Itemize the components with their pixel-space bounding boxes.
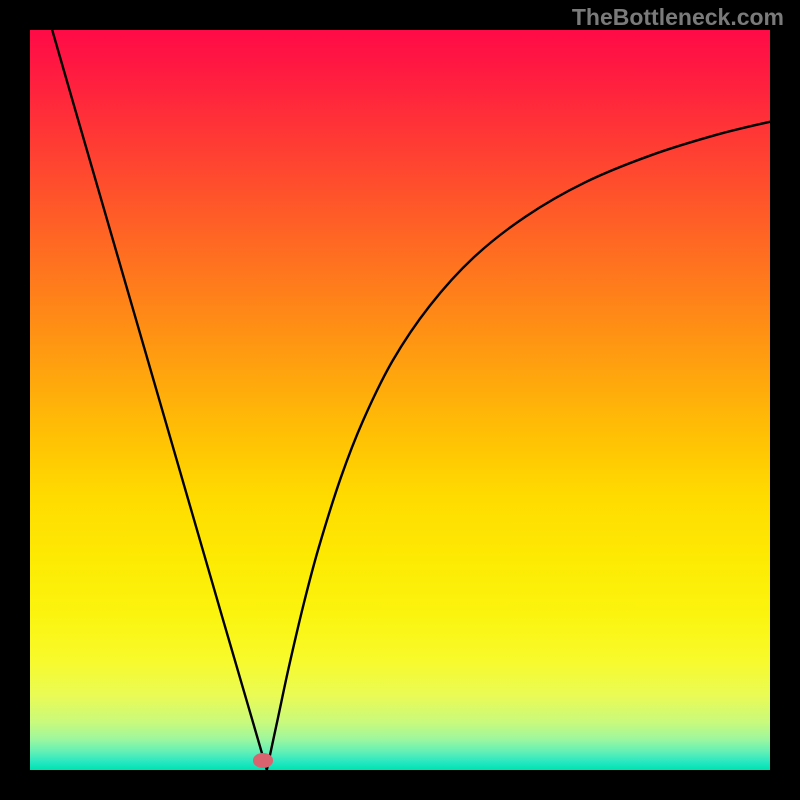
curve-left-branch: [52, 30, 267, 770]
curve-layer: [30, 30, 770, 770]
watermark-text: TheBottleneck.com: [572, 4, 784, 31]
plot-area: [30, 30, 770, 770]
chart-container: TheBottleneck.com: [0, 0, 800, 800]
curve-right-branch: [267, 122, 770, 770]
minimum-marker: [253, 753, 274, 768]
